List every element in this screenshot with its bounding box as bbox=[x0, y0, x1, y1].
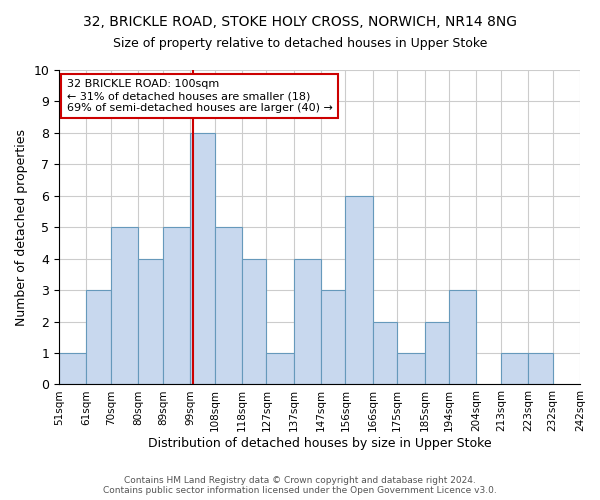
Text: 32 BRICKLE ROAD: 100sqm
← 31% of detached houses are smaller (18)
69% of semi-de: 32 BRICKLE ROAD: 100sqm ← 31% of detache… bbox=[67, 80, 333, 112]
Bar bbox=[138, 258, 163, 384]
Bar bbox=[242, 258, 266, 384]
Bar bbox=[346, 196, 373, 384]
Bar bbox=[111, 227, 138, 384]
Bar bbox=[373, 322, 397, 384]
Bar bbox=[321, 290, 346, 384]
Bar bbox=[425, 322, 449, 384]
Bar bbox=[501, 353, 528, 384]
X-axis label: Distribution of detached houses by size in Upper Stoke: Distribution of detached houses by size … bbox=[148, 437, 491, 450]
Text: Size of property relative to detached houses in Upper Stoke: Size of property relative to detached ho… bbox=[113, 38, 487, 51]
Bar bbox=[266, 353, 293, 384]
Bar bbox=[293, 258, 321, 384]
Y-axis label: Number of detached properties: Number of detached properties bbox=[15, 128, 28, 326]
Bar bbox=[190, 133, 215, 384]
Bar bbox=[163, 227, 190, 384]
Bar bbox=[449, 290, 476, 384]
Text: Contains HM Land Registry data © Crown copyright and database right 2024.
Contai: Contains HM Land Registry data © Crown c… bbox=[103, 476, 497, 495]
Bar bbox=[86, 290, 111, 384]
Bar bbox=[397, 353, 425, 384]
Bar bbox=[59, 353, 86, 384]
Text: 32, BRICKLE ROAD, STOKE HOLY CROSS, NORWICH, NR14 8NG: 32, BRICKLE ROAD, STOKE HOLY CROSS, NORW… bbox=[83, 15, 517, 29]
Bar bbox=[215, 227, 242, 384]
Bar bbox=[528, 353, 553, 384]
